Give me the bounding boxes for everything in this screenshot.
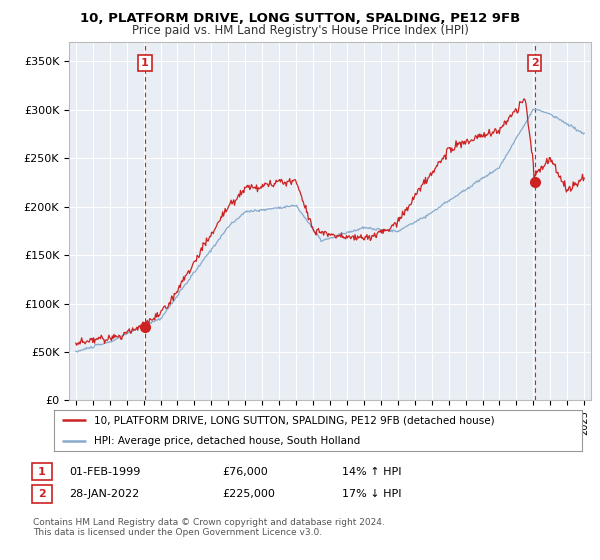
- Text: HPI: Average price, detached house, South Holland: HPI: Average price, detached house, Sout…: [94, 436, 360, 446]
- Text: Price paid vs. HM Land Registry's House Price Index (HPI): Price paid vs. HM Land Registry's House …: [131, 24, 469, 36]
- Text: 2: 2: [530, 58, 538, 68]
- Text: 10, PLATFORM DRIVE, LONG SUTTON, SPALDING, PE12 9FB (detached house): 10, PLATFORM DRIVE, LONG SUTTON, SPALDIN…: [94, 415, 494, 425]
- Text: 28-JAN-2022: 28-JAN-2022: [69, 489, 139, 499]
- Text: 01-FEB-1999: 01-FEB-1999: [69, 466, 140, 477]
- Text: 2: 2: [38, 489, 46, 499]
- Text: £76,000: £76,000: [222, 466, 268, 477]
- Text: 17% ↓ HPI: 17% ↓ HPI: [342, 489, 401, 499]
- Text: 14% ↑ HPI: 14% ↑ HPI: [342, 466, 401, 477]
- Text: 10, PLATFORM DRIVE, LONG SUTTON, SPALDING, PE12 9FB: 10, PLATFORM DRIVE, LONG SUTTON, SPALDIN…: [80, 12, 520, 25]
- Text: 1: 1: [38, 466, 46, 477]
- Text: Contains HM Land Registry data © Crown copyright and database right 2024.
This d: Contains HM Land Registry data © Crown c…: [33, 518, 385, 538]
- Text: £225,000: £225,000: [222, 489, 275, 499]
- Text: 1: 1: [141, 58, 149, 68]
